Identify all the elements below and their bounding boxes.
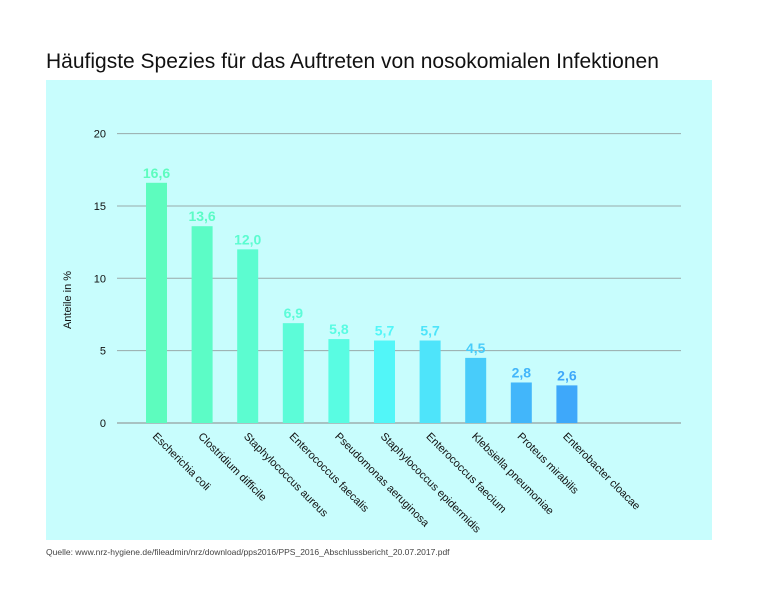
- bar: [237, 249, 259, 423]
- x-tick-label: Enterococcus faecium: [423, 431, 508, 516]
- bar: [282, 323, 304, 423]
- bar: [328, 339, 350, 423]
- bar: [465, 357, 487, 423]
- data-label: 4,5: [466, 340, 486, 356]
- y-axis-label: Anteile in %: [62, 271, 74, 329]
- x-tick-label: Pseudomonas aeruginosa: [332, 431, 431, 530]
- data-label: 5,7: [375, 323, 395, 339]
- data-label: 16,6: [143, 165, 170, 181]
- source-note: Quelle: www.nrz-hygiene.de/fileadmin/nrz…: [46, 547, 450, 557]
- data-label: 5,7: [420, 323, 440, 339]
- data-label: 2,8: [512, 364, 532, 380]
- y-tick-label: 20: [94, 129, 106, 141]
- bar: [510, 382, 532, 423]
- bar: [146, 182, 167, 423]
- y-tick-label: 5: [100, 346, 106, 358]
- x-tick-label: Klebsiella pneumoniae: [469, 431, 556, 518]
- y-tick-label: 10: [94, 273, 106, 285]
- x-tick-label: Enterobacter cloacae: [560, 431, 642, 513]
- x-tick-label: Enterococcus faecalis: [287, 431, 371, 515]
- y-tick-label: 15: [94, 201, 106, 213]
- data-label: 6,9: [284, 305, 304, 321]
- y-tick-label: 0: [100, 418, 106, 430]
- bar: [191, 226, 213, 423]
- bar: [556, 385, 578, 423]
- chart-title: Häufigste Spezies für das Auftreten von …: [46, 50, 659, 73]
- data-label: 2,6: [557, 367, 577, 383]
- data-label: 12,0: [234, 231, 261, 247]
- data-label: 13,6: [188, 208, 215, 224]
- bar: [374, 340, 395, 423]
- x-tick-label: Staphylococcus aureus: [241, 431, 330, 520]
- bar: [419, 340, 441, 423]
- data-label: 5,8: [329, 321, 349, 337]
